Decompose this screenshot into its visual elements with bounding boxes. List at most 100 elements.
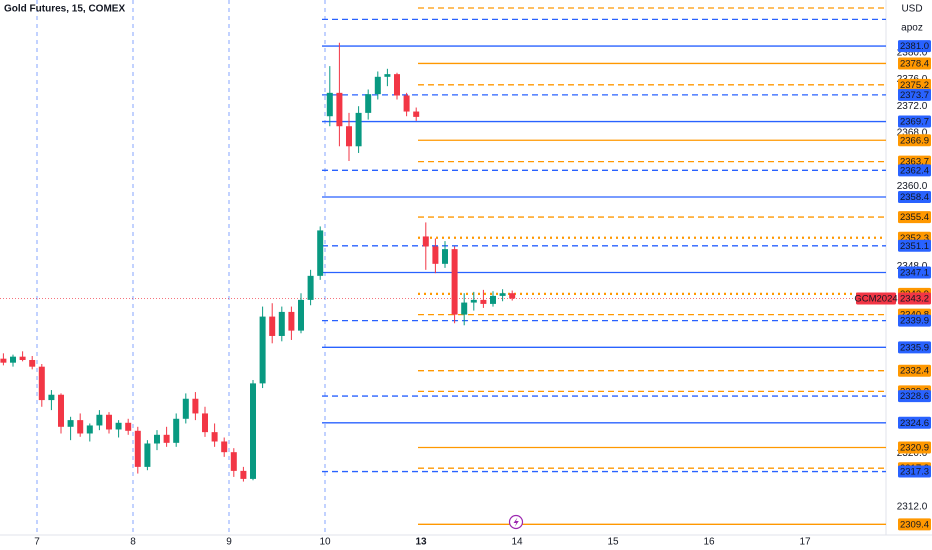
candle-body xyxy=(211,432,218,442)
symbol-tag-label: GCM2024 xyxy=(854,294,897,305)
candle-body xyxy=(384,74,391,77)
levels xyxy=(0,7,886,525)
candle-body xyxy=(490,295,496,304)
level-tag xyxy=(898,364,931,377)
candle-body xyxy=(346,126,352,147)
candle-body xyxy=(403,95,410,112)
lightning-icon[interactable] xyxy=(508,514,524,530)
level-tag-label: 2366.9 xyxy=(900,135,929,146)
candle-body xyxy=(221,441,228,453)
candle-body xyxy=(355,112,362,147)
level-tag xyxy=(898,88,931,101)
level-tag-label: 2352.3 xyxy=(900,233,929,244)
x-tick-label: 15 xyxy=(607,537,619,548)
level-tag-label: 2335.9 xyxy=(900,342,929,353)
candle-body xyxy=(67,420,74,427)
level-tag xyxy=(898,57,931,70)
x-tick-label: 14 xyxy=(511,537,523,548)
candle-body xyxy=(288,311,295,331)
candle-body xyxy=(163,434,170,443)
last-price-label: 2343.2 xyxy=(900,294,929,305)
y-tick-label: 2320.0 xyxy=(897,448,928,459)
level-tag xyxy=(898,314,931,327)
level-tag-label: 2373.7 xyxy=(900,90,929,101)
level-tag xyxy=(898,518,931,531)
candle-body xyxy=(307,275,314,300)
y-tick-label: 2368.0 xyxy=(897,128,928,139)
candle-body xyxy=(250,383,256,479)
level-tag-label: 2324.6 xyxy=(900,418,929,429)
level-tag xyxy=(898,266,931,279)
candles xyxy=(0,42,516,482)
candle-body xyxy=(499,293,506,296)
candle-body xyxy=(470,299,477,303)
level-tag-label: 2358.4 xyxy=(900,192,929,203)
level-tag-label: 2375.2 xyxy=(900,80,929,91)
candle-body xyxy=(192,398,199,414)
candle-body xyxy=(182,398,189,419)
level-tag-label: 2332.4 xyxy=(900,366,929,377)
symbol-tag xyxy=(856,292,896,305)
candle-body xyxy=(115,422,122,430)
level-tag xyxy=(898,239,931,252)
level-tag xyxy=(898,211,931,224)
candle-body xyxy=(240,470,247,479)
y-tick-label: 2372.0 xyxy=(897,101,928,112)
candle-body xyxy=(48,394,55,401)
candle-body xyxy=(442,249,448,264)
candle-body xyxy=(365,94,372,113)
level-tag xyxy=(898,164,931,177)
level-tag-label: 2363.7 xyxy=(900,157,929,168)
level-tag-label: 2351.1 xyxy=(900,241,929,252)
chart-title: Gold Futures, 15, COMEX xyxy=(4,4,125,15)
candle-body xyxy=(134,430,141,467)
level-tag xyxy=(898,341,931,354)
level-tag-label: 2381.0 xyxy=(900,41,929,52)
x-tick-label: 17 xyxy=(799,537,811,548)
level-tag-label: 2339.9 xyxy=(900,316,929,327)
candle-body xyxy=(480,299,487,304)
candle-body xyxy=(29,360,36,367)
level-tag xyxy=(898,134,931,147)
candle-body xyxy=(96,414,103,426)
level-tag xyxy=(898,441,931,454)
level-tag xyxy=(898,390,931,403)
candle-body xyxy=(461,302,468,315)
level-tag-label: 2378.4 xyxy=(900,58,929,69)
candle-body xyxy=(154,434,160,444)
candle-body xyxy=(202,413,208,433)
user-label[interactable]: apoz xyxy=(901,23,923,34)
candle-body xyxy=(413,111,420,117)
candle-body xyxy=(509,293,516,299)
x-tick-label: 10 xyxy=(319,537,331,548)
candle-body xyxy=(269,316,276,336)
level-tag xyxy=(898,465,931,478)
candle-body xyxy=(422,236,429,247)
candle-body xyxy=(106,414,112,430)
candle-body xyxy=(173,418,180,443)
candle-body xyxy=(10,356,16,363)
currency[interactable]: USD xyxy=(901,4,922,15)
level-tag-label: 2328.6 xyxy=(900,391,929,402)
level-tag-label: 2347.1 xyxy=(900,268,929,279)
level-tag-label: 2369.7 xyxy=(900,117,929,128)
level-tag xyxy=(898,40,931,53)
candle-body xyxy=(38,366,45,401)
x-tick-label: 8 xyxy=(130,537,136,548)
day-separators xyxy=(36,0,326,535)
candle-body xyxy=(58,394,64,427)
candle-body xyxy=(298,299,304,331)
candle-body xyxy=(451,249,458,315)
candle-body xyxy=(77,420,84,434)
candle-body xyxy=(144,443,151,467)
candle-body xyxy=(317,230,324,276)
x-tick-label: 9 xyxy=(226,537,232,548)
level-tag-label: 2362.4 xyxy=(900,165,929,176)
candle-body xyxy=(432,246,439,264)
level-tag-label: 2355.4 xyxy=(900,212,929,223)
candle-body xyxy=(278,311,285,336)
x-tick-label: 16 xyxy=(703,537,715,548)
candle-body xyxy=(394,74,400,96)
candle-body xyxy=(336,92,343,127)
